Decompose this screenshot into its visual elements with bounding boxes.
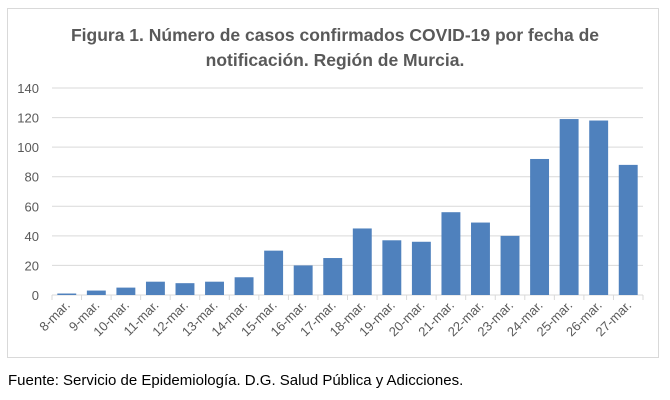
bar-18-mar. — [352, 228, 372, 295]
y-tick-label: 40 — [25, 229, 39, 244]
bar-8-mar. — [57, 293, 77, 295]
bar-21-mar. — [441, 212, 461, 295]
bar-15-mar. — [264, 250, 284, 295]
bar-20-mar. — [411, 241, 431, 295]
bar-12-mar. — [175, 283, 195, 295]
bar-27-mar. — [618, 164, 638, 295]
bar-16-mar. — [293, 265, 313, 295]
bar-14-mar. — [234, 277, 254, 295]
y-tick-label: 60 — [25, 199, 39, 214]
bar-25-mar. — [559, 119, 579, 295]
bar-23-mar. — [500, 235, 520, 295]
y-tick-label: 80 — [25, 170, 39, 185]
chart-frame — [7, 8, 659, 358]
x-tick-label: 8-mar. — [36, 298, 73, 335]
chart-title-line-1: Figura 1. Número de casos confirmados CO… — [71, 25, 599, 45]
chart-title-line-2: notificación. Región de Murcia. — [206, 50, 465, 70]
bar-19-mar. — [382, 240, 402, 295]
bar-10-mar. — [116, 287, 136, 295]
bar-17-mar. — [323, 258, 343, 295]
y-tick-label: 0 — [32, 288, 39, 303]
bar-13-mar. — [205, 281, 224, 295]
source-footnote: Fuente: Servicio de Epidemiología. D.G. … — [8, 372, 464, 389]
y-tick-label: 120 — [17, 111, 39, 126]
y-tick-label: 20 — [25, 258, 39, 273]
bar-22-mar. — [471, 222, 490, 295]
bar-26-mar. — [589, 120, 609, 296]
bar-11-mar. — [145, 281, 165, 295]
y-tick-label: 100 — [17, 140, 39, 155]
bar-24-mar. — [530, 158, 550, 295]
bar-9-mar. — [86, 290, 106, 295]
y-tick-label: 140 — [17, 81, 39, 96]
